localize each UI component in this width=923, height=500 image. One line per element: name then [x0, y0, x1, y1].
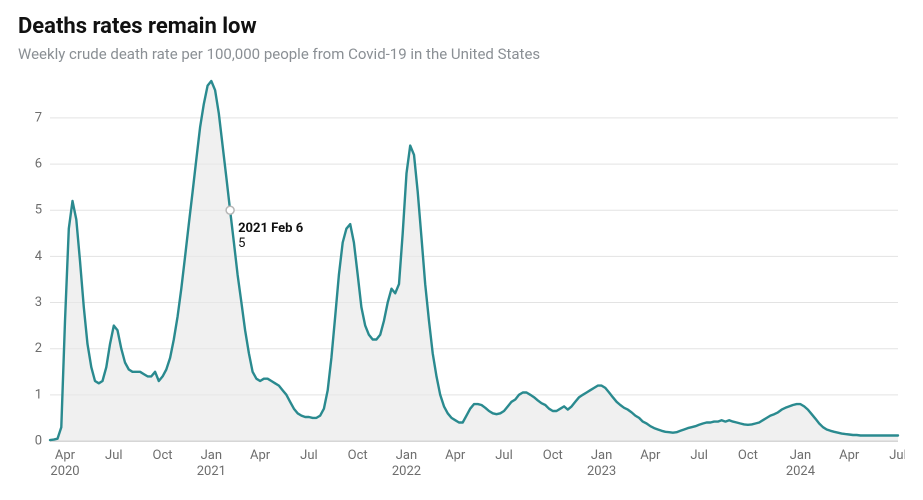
y-tick-label: 1 [35, 387, 42, 402]
x-tick-label: Apr [55, 448, 76, 463]
y-tick-label: 6 [35, 157, 42, 172]
x-tick-label: Apr [250, 448, 271, 463]
y-tick-label: 5 [35, 203, 42, 218]
x-tick-label: Apr [445, 448, 466, 463]
x-tick-label: Oct [348, 448, 368, 463]
y-tick-label: 3 [35, 295, 42, 310]
x-tick-label: Jul [889, 448, 905, 463]
hover-date-label: 2021 Feb 6 [238, 221, 304, 236]
x-year-label: 2021 [197, 464, 226, 479]
x-tick-label: Jul [690, 448, 708, 463]
y-tick-label: 0 [35, 433, 42, 448]
x-tick-label: Jan [396, 448, 417, 463]
series-area [50, 81, 898, 441]
x-tick-label: Jan [591, 448, 612, 463]
x-year-label: 2023 [587, 464, 616, 479]
y-tick-label: 2 [35, 341, 42, 356]
chart-title: Deaths rates remain low [18, 14, 905, 39]
x-tick-label: Jul [105, 448, 123, 463]
x-tick-label: Oct [738, 448, 758, 463]
x-tick-label: Apr [640, 448, 661, 463]
x-year-label: 2022 [392, 464, 421, 479]
x-year-label: 2020 [50, 464, 79, 479]
chart-area[interactable]: 0 1 2 3 4 5 6 7 Apr Jul Oct Jan Apr Jul Oct Jan Apr Jul Oc… [18, 73, 905, 493]
x-year-label: 2024 [786, 464, 816, 479]
x-tick-label: Oct [543, 448, 563, 463]
chart-subtitle: Weekly crude death rate per 100,000 peop… [18, 45, 905, 63]
hover-marker [226, 206, 234, 214]
y-tick-label: 4 [35, 249, 43, 264]
x-tick-label: Jul [495, 448, 513, 463]
y-tick-label: 7 [35, 110, 42, 125]
x-tick-label: Oct [153, 448, 173, 463]
x-tick-label: Jan [790, 448, 811, 463]
x-tick-label: Jan [201, 448, 222, 463]
x-tick-label: Apr [839, 448, 860, 463]
hover-value-label: 5 [238, 236, 245, 251]
x-tick-label: Jul [300, 448, 318, 463]
line-chart-svg: 0 1 2 3 4 5 6 7 Apr Jul Oct Jan Apr Jul Oct Jan Apr Jul Oc… [18, 73, 905, 493]
